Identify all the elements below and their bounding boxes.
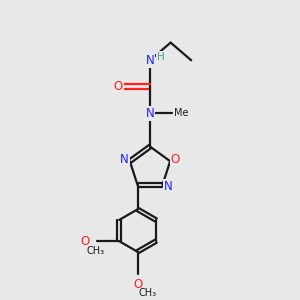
Text: N: N	[164, 180, 173, 193]
Text: CH₃: CH₃	[87, 247, 105, 256]
Text: H: H	[157, 52, 165, 62]
Text: N: N	[146, 54, 154, 67]
Text: O: O	[171, 153, 180, 166]
Text: O: O	[114, 80, 123, 93]
Text: N: N	[120, 153, 129, 166]
Text: O: O	[80, 235, 89, 248]
Text: CH₃: CH₃	[139, 288, 157, 298]
Text: O: O	[133, 278, 142, 291]
Text: Me: Me	[174, 108, 188, 118]
Text: N: N	[146, 107, 154, 120]
